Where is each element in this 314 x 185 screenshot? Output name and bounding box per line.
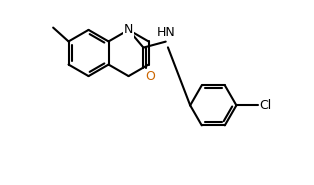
- Text: N: N: [124, 23, 133, 36]
- Text: Cl: Cl: [259, 99, 272, 112]
- Text: O: O: [145, 70, 155, 83]
- Text: HN: HN: [156, 26, 175, 39]
